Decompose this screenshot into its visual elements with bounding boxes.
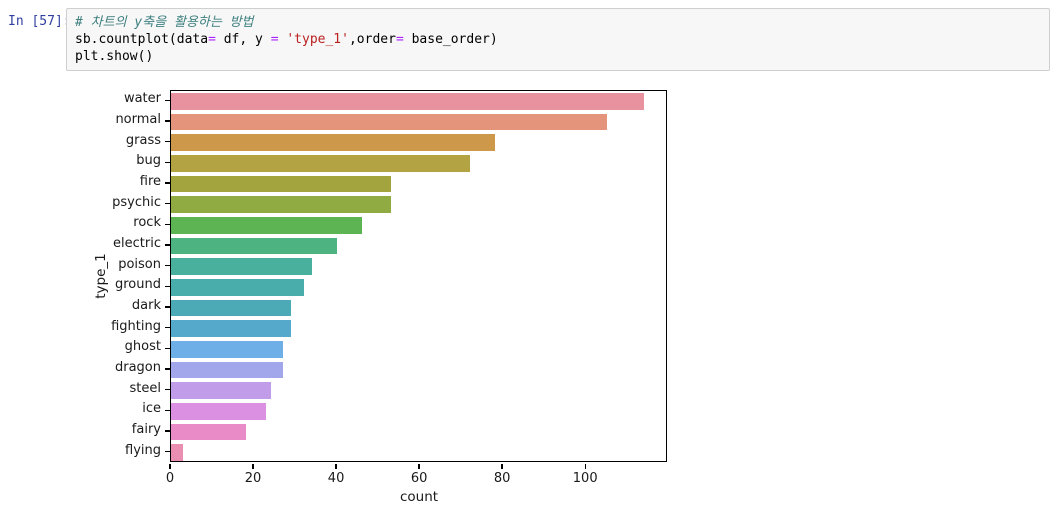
x-axis-label: count — [399, 489, 439, 505]
bar-dark — [171, 299, 292, 317]
x-tick-mark — [501, 463, 503, 469]
y-tick-mark — [165, 450, 170, 453]
y-tick-label-dark: dark — [131, 298, 161, 313]
x-tick-mark — [252, 463, 254, 469]
y-tick-mark — [165, 306, 170, 308]
y-tick-label-grass: grass — [125, 132, 161, 148]
bar-ghost — [171, 341, 284, 358]
y-tick-label-fire: fire — [139, 174, 161, 189]
code-token-comment: # 차트의 y축을 활용하는 방법 — [75, 15, 254, 30]
code-line-3: plt.show() — [75, 48, 1041, 65]
x-tick-label-0: 0 — [165, 471, 175, 486]
y-tick-mark — [165, 140, 170, 143]
bar-bug — [171, 155, 470, 172]
y-tick-label-electric: electric — [113, 236, 161, 251]
x-tick-label-60: 60 — [410, 471, 428, 486]
y-tick-label-ghost: ghost — [124, 339, 161, 355]
bar-ground — [171, 279, 304, 296]
code-line-2: sb.countplot(data= df, y = 'type_1',orde… — [75, 31, 1041, 48]
y-tick-label-bug: bug — [136, 153, 161, 169]
y-tick-mark — [165, 99, 170, 102]
y-tick-label-ground: ground — [115, 277, 161, 293]
bar-flying — [171, 444, 184, 461]
y-tick-label-fighting: fighting — [111, 318, 161, 334]
y-tick-mark — [165, 223, 170, 226]
x-tick-mark — [169, 463, 171, 469]
y-tick-mark — [165, 182, 170, 184]
x-tick-mark — [418, 463, 420, 469]
y-tick-mark — [165, 244, 170, 246]
bar-fighting — [171, 320, 292, 337]
y-tick-mark — [165, 430, 170, 432]
code-token-op: = — [208, 32, 216, 47]
y-tick-mark — [165, 161, 170, 164]
x-tick-mark — [335, 463, 337, 469]
code-line-1: # 차트의 y축을 활용하는 방법 — [75, 14, 1041, 31]
bar-water — [171, 93, 645, 110]
y-tick-label-dragon: dragon — [114, 360, 161, 375]
y-tick-label-normal: normal — [115, 112, 161, 127]
bar-fairy — [171, 423, 246, 441]
bar-grass — [171, 134, 495, 151]
bar-ice — [171, 403, 267, 420]
bar-fire — [171, 175, 392, 193]
y-tick-label-fairy: fairy — [131, 422, 161, 437]
code-token-plain: plt.show() — [75, 49, 154, 64]
code-token-op: = — [270, 32, 279, 47]
y-tick-mark — [165, 409, 170, 412]
x-tick-label-20: 20 — [244, 471, 262, 486]
code-cell: In [57]: # 차트의 y축을 활용하는 방법 sb.countplot(d… — [0, 8, 1050, 71]
x-tick-label-40: 40 — [327, 471, 345, 486]
plot-area — [170, 90, 667, 462]
y-tick-mark — [165, 388, 170, 391]
bar-steel — [171, 382, 271, 399]
y-tick-mark — [165, 264, 170, 267]
y-tick-label-water: water — [123, 91, 161, 107]
code-token-plain: base_order) — [403, 32, 498, 47]
y-tick-mark — [165, 347, 170, 350]
x-tick-label-80: 80 — [493, 471, 511, 486]
bar-rock — [171, 217, 362, 234]
y-tick-mark — [165, 285, 170, 288]
y-tick-mark — [165, 326, 170, 329]
cell-execution-prompt: In [57]: — [8, 14, 71, 29]
code-token-op: = — [395, 32, 404, 47]
y-tick-label-ice: ice — [142, 401, 161, 417]
y-tick-mark — [165, 120, 170, 122]
y-tick-mark — [165, 368, 170, 370]
bar-poison — [171, 258, 313, 275]
y-tick-label-rock: rock — [133, 215, 161, 231]
bar-psychic — [171, 196, 392, 213]
y-tick-label-flying: flying — [125, 442, 161, 458]
y-tick-label-steel: steel — [129, 380, 161, 396]
code-token-plain: ,order — [348, 32, 396, 47]
y-tick-mark — [165, 202, 170, 205]
code-token-string: 'type_1' — [286, 32, 349, 47]
y-tick-label-psychic: psychic — [112, 194, 161, 210]
x-tick-label-100: 100 — [572, 471, 598, 486]
bar-normal — [171, 113, 607, 131]
bar-dragon — [171, 361, 284, 379]
y-tick-label-poison: poison — [118, 256, 161, 272]
code-token-plain: df, y — [215, 32, 271, 47]
code-input-area[interactable]: # 차트의 y축을 활용하는 방법 sb.countplot(data= df, … — [66, 8, 1050, 71]
x-tick-mark — [584, 463, 586, 469]
code-token-plain: sb.countplot(data — [75, 32, 209, 47]
bar-electric — [171, 237, 338, 255]
figure: type_1 count water normal grass bug fire psyc… — [0, 86, 700, 516]
